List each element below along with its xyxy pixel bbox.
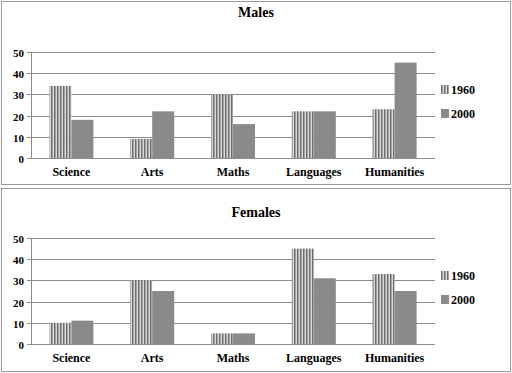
tick-label: 0 bbox=[19, 153, 25, 165]
category-label: Languages bbox=[286, 165, 342, 179]
grid-line bbox=[31, 259, 435, 260]
legend-label: 2000 bbox=[451, 293, 475, 307]
bar bbox=[395, 63, 417, 158]
tick-mark bbox=[27, 52, 31, 53]
tick-label: 30 bbox=[13, 275, 25, 287]
grid-line bbox=[31, 52, 435, 53]
category-label: Arts bbox=[141, 165, 164, 179]
legend-label: 2000 bbox=[451, 107, 475, 121]
tick-mark bbox=[27, 238, 31, 239]
bar bbox=[233, 124, 255, 158]
tick-mark bbox=[27, 73, 31, 74]
tick-label: 20 bbox=[13, 297, 25, 309]
chart-title: Females bbox=[232, 205, 282, 220]
y-axis bbox=[31, 52, 32, 158]
tick-mark bbox=[27, 137, 31, 138]
panel-frame bbox=[2, 2, 511, 185]
tick-mark bbox=[27, 158, 31, 159]
bar bbox=[395, 291, 417, 344]
category-label: Maths bbox=[217, 351, 250, 365]
bar bbox=[71, 321, 93, 344]
tick-label: 40 bbox=[13, 68, 25, 80]
root: Males 0 10 20 30 40 50 Science Arts Maths Language… bbox=[0, 0, 512, 373]
tick-mark bbox=[27, 259, 31, 260]
bar bbox=[292, 249, 314, 344]
bar bbox=[71, 120, 93, 158]
category-label: Humanities bbox=[365, 165, 425, 179]
chart-panel: Males 0 10 20 30 40 50 Science Arts Maths Language… bbox=[2, 2, 511, 185]
bar bbox=[130, 139, 152, 158]
grid-line bbox=[31, 73, 435, 74]
chart-panel: Females 0 10 20 30 40 50 Science Arts Maths Langua… bbox=[2, 189, 511, 372]
bar bbox=[373, 274, 395, 344]
legend-swatch bbox=[441, 85, 449, 94]
tick-label: 10 bbox=[13, 132, 25, 144]
tick-mark bbox=[27, 302, 31, 303]
grid-line bbox=[31, 158, 435, 159]
tick-label: 40 bbox=[13, 254, 25, 266]
bar bbox=[211, 333, 233, 344]
legend-label: 1960 bbox=[451, 269, 475, 283]
category-label: Languages bbox=[286, 351, 342, 365]
tick-mark bbox=[27, 280, 31, 281]
bar bbox=[314, 111, 336, 158]
tick-label: 20 bbox=[13, 111, 25, 123]
bar bbox=[49, 323, 71, 344]
bars bbox=[49, 63, 416, 158]
tick-mark bbox=[27, 116, 31, 117]
tick-mark bbox=[27, 323, 31, 324]
category-label: Arts bbox=[141, 351, 164, 365]
y-axis bbox=[31, 238, 32, 344]
bar bbox=[292, 111, 314, 158]
tick-mark bbox=[27, 344, 31, 345]
legend-label: 1960 bbox=[451, 83, 475, 97]
panel-frame bbox=[2, 189, 511, 372]
legend-swatch bbox=[441, 109, 449, 118]
bar bbox=[152, 111, 174, 158]
category-label: Maths bbox=[217, 165, 250, 179]
bars bbox=[49, 249, 416, 344]
tick-label: 0 bbox=[19, 339, 25, 351]
tick-label: 30 bbox=[13, 89, 25, 101]
category-label: Science bbox=[52, 165, 91, 179]
tick-label: 50 bbox=[13, 47, 25, 59]
bar bbox=[152, 291, 174, 344]
grid-line bbox=[31, 238, 435, 239]
legend-swatch bbox=[441, 271, 449, 280]
charts: Males 0 10 20 30 40 50 Science Arts Maths Language… bbox=[0, 0, 512, 373]
grid-line bbox=[31, 344, 435, 345]
chart-title: Males bbox=[238, 5, 274, 20]
bar bbox=[130, 280, 152, 344]
category-label: Science bbox=[52, 351, 91, 365]
bar bbox=[233, 333, 255, 344]
tick-label: 50 bbox=[13, 233, 25, 245]
bar bbox=[314, 278, 336, 344]
category-label: Humanities bbox=[365, 351, 425, 365]
bar bbox=[211, 94, 233, 158]
bar bbox=[373, 109, 395, 158]
bar bbox=[49, 86, 71, 158]
tick-label: 10 bbox=[13, 318, 25, 330]
tick-mark bbox=[27, 94, 31, 95]
legend-swatch bbox=[441, 295, 449, 304]
